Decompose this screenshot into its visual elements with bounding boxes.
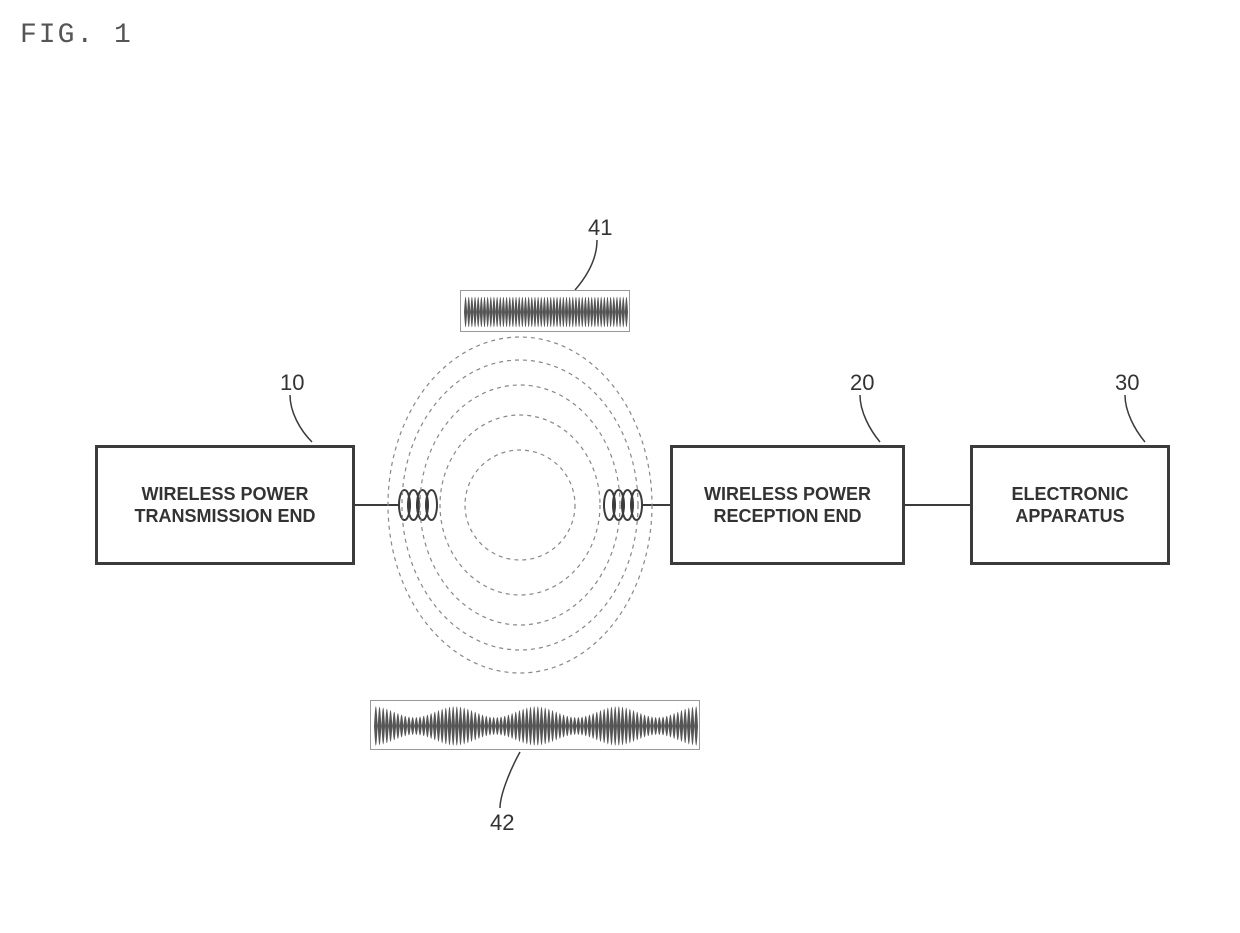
overlay-svg (0, 0, 1240, 933)
waveform-41-svg (461, 291, 631, 333)
waveform-42-svg (371, 701, 701, 751)
waveform-41 (460, 290, 630, 332)
waveform-42 (370, 700, 700, 750)
